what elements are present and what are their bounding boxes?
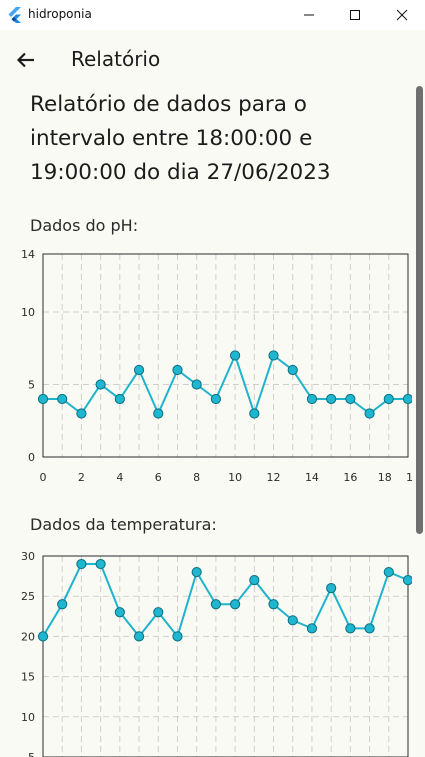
ph-x-tick-label: 10 <box>228 471 242 484</box>
ph-data-point <box>114 393 125 405</box>
temperature-data-point <box>402 575 412 586</box>
temperature-data-point <box>153 607 164 618</box>
temperature-data-point <box>210 599 221 610</box>
ph-y-tick-label: 14 <box>21 248 35 261</box>
ph-data-point <box>287 364 298 376</box>
minimize-icon <box>304 14 314 16</box>
ph-x-tick-label: 19 <box>406 471 412 484</box>
ph-data-point <box>172 364 183 376</box>
ph-x-tick-label: 6 <box>155 471 162 484</box>
ph-line-chart: 0 5 10 14 0 2 4 6 8 10 12 14 16 18 19 <box>21 248 412 484</box>
ph-data-point <box>230 350 241 361</box>
ph-data-point <box>37 393 49 405</box>
ph-data-point <box>57 393 68 405</box>
ph-plot-border <box>42 253 409 458</box>
report-content[interactable]: Relatório de dados para o intervalo entr… <box>0 88 412 757</box>
ph-data-point <box>364 408 375 419</box>
temperature-y-tick-label: 15 <box>21 671 35 684</box>
ph-x-tick-label: 0 <box>40 471 47 484</box>
window-title: hidroponia <box>28 7 92 21</box>
ph-x-tick-label: 8 <box>193 471 200 484</box>
temperature-series-line <box>42 563 409 639</box>
flutter-logo-icon <box>8 7 21 23</box>
close-button[interactable] <box>379 0 425 30</box>
ph-data-point <box>326 393 337 405</box>
temperature-plot-border <box>42 555 409 757</box>
temperature-data-point <box>114 607 125 618</box>
temperature-data-point <box>306 623 318 634</box>
temperature-data-point <box>172 631 183 642</box>
arrow-left-icon <box>16 52 34 68</box>
temperature-y-tick-label: 5 <box>28 751 35 757</box>
temperature-y-tick-label: 25 <box>21 590 35 603</box>
temperature-data-point <box>76 558 87 570</box>
close-icon <box>396 9 408 21</box>
maximize-button[interactable] <box>332 0 378 30</box>
temperature-data-point <box>364 623 375 634</box>
ph-data-point <box>191 379 202 390</box>
window-titlebar: hidroponia <box>0 0 425 30</box>
ph-x-tick-label: 18 <box>378 471 392 484</box>
ph-x-tick-label: 2 <box>78 471 85 484</box>
ph-data-point <box>133 364 145 376</box>
temperature-y-tick-label: 20 <box>21 630 35 643</box>
temperature-data-point <box>95 558 106 570</box>
temperature-data-point <box>326 583 337 594</box>
ph-y-tick-label: 0 <box>28 451 35 464</box>
temperature-y-tick-label: 30 <box>21 550 35 563</box>
ph-x-tick-label: 14 <box>305 471 319 484</box>
ph-data-point <box>76 408 87 419</box>
report-heading: Relatório de dados para o intervalo entr… <box>30 92 331 185</box>
temperature-data-point <box>268 599 279 610</box>
ph-data-point <box>306 393 318 405</box>
ph-data-point <box>249 408 260 419</box>
ph-data-point <box>153 408 164 419</box>
minimize-button[interactable] <box>286 0 332 30</box>
ph-section-label: Dados do pH: <box>30 216 139 235</box>
temperature-data-point <box>287 615 298 626</box>
ph-data-point <box>210 393 221 405</box>
temperature-data-point <box>383 566 394 578</box>
temperature-data-point <box>57 599 68 610</box>
ph-x-tick-label: 12 <box>267 471 281 484</box>
scrollbar-thumb[interactable] <box>416 86 423 534</box>
ph-x-tick-label: 4 <box>116 471 123 484</box>
temperature-data-point <box>230 599 241 610</box>
temperature-section-label: Dados da temperatura: <box>30 515 217 534</box>
ph-data-point <box>345 393 356 405</box>
page-title: Relatório <box>71 47 161 71</box>
temperature-data-point <box>133 631 145 642</box>
ph-data-point <box>383 393 394 405</box>
temperature-data-point <box>191 566 202 578</box>
ph-data-point <box>268 350 279 361</box>
ph-data-point <box>402 393 412 405</box>
temperature-data-point <box>345 623 356 634</box>
app-bar: Relatório <box>0 30 425 88</box>
ph-y-tick-label: 10 <box>21 306 35 319</box>
ph-data-point <box>95 379 106 390</box>
ph-y-tick-label: 5 <box>28 379 35 392</box>
temperature-line-chart: 5 10 15 20 25 30 <box>21 550 412 757</box>
ph-x-tick-label: 16 <box>343 471 357 484</box>
temperature-y-tick-label: 10 <box>21 711 35 724</box>
temperature-data-point <box>249 575 260 586</box>
temperature-data-point <box>37 631 49 642</box>
maximize-icon <box>350 10 360 20</box>
back-button[interactable] <box>10 44 42 76</box>
